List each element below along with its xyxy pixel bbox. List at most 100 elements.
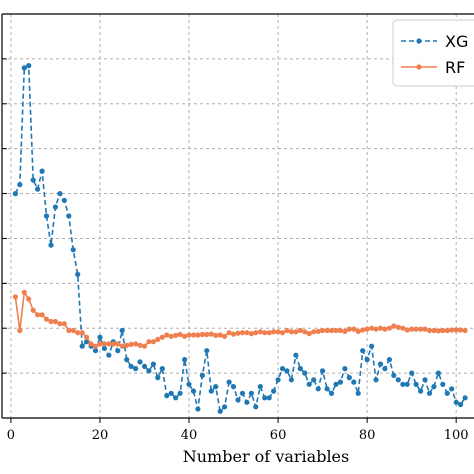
data-point (84, 334, 90, 340)
data-point (168, 390, 174, 396)
data-point (39, 312, 45, 318)
x-tick-label: 40 (181, 428, 198, 443)
data-point (79, 330, 85, 336)
data-point (293, 352, 299, 358)
data-point (435, 328, 441, 334)
data-point (279, 366, 286, 372)
data-point (168, 333, 174, 339)
data-point (190, 388, 197, 394)
data-point (101, 345, 107, 351)
data-point (275, 377, 281, 383)
data-point (115, 348, 121, 354)
data-point (12, 191, 18, 197)
data-point (426, 327, 433, 334)
data-point (186, 381, 192, 387)
data-point (351, 379, 357, 385)
data-point (351, 326, 357, 332)
data-point (288, 329, 294, 335)
data-point (230, 384, 237, 390)
data-point (21, 289, 27, 295)
data-point (369, 343, 375, 349)
data-point (35, 186, 41, 192)
data-point (373, 377, 379, 383)
data-point (92, 343, 99, 349)
data-point (311, 377, 317, 383)
data-point (422, 377, 428, 383)
data-point (400, 325, 406, 331)
data-point (213, 384, 219, 390)
data-point (444, 327, 450, 334)
data-point (284, 368, 290, 374)
data-point (262, 330, 268, 336)
data-point (306, 331, 312, 337)
data-point (257, 329, 263, 335)
data-point (333, 327, 339, 334)
data-point (155, 375, 161, 381)
data-point (440, 327, 446, 334)
data-point (293, 329, 299, 335)
data-point (391, 323, 397, 329)
data-point (177, 331, 183, 338)
data-point (226, 330, 232, 336)
data-point (128, 363, 134, 369)
data-point (204, 348, 210, 354)
data-point (306, 381, 312, 387)
data-point (271, 329, 277, 335)
data-point (422, 326, 428, 332)
legend-box (392, 19, 474, 87)
data-point (199, 331, 205, 338)
data-point (115, 341, 121, 347)
data-point (382, 326, 388, 332)
data-point (239, 390, 246, 396)
data-point (239, 330, 246, 336)
data-point (88, 341, 94, 347)
data-point (360, 348, 366, 354)
data-point (150, 361, 156, 367)
data-point (208, 388, 214, 394)
data-point (342, 366, 348, 372)
data-point (355, 390, 361, 396)
axes (1, 13, 474, 419)
data-point (146, 339, 152, 345)
data-point (320, 368, 326, 374)
data-point (458, 401, 464, 408)
data-point (106, 341, 112, 347)
data-point (137, 342, 143, 348)
data-point (253, 330, 259, 336)
data-point (75, 271, 81, 277)
data-point (48, 318, 54, 325)
data-point (262, 395, 268, 401)
data-point (413, 381, 419, 387)
data-point (43, 213, 50, 219)
data-point (355, 328, 361, 334)
data-point (404, 327, 410, 333)
data-point (26, 296, 32, 302)
data-point (75, 330, 81, 336)
data-point (199, 372, 205, 378)
data-point (444, 390, 450, 396)
data-point (133, 341, 139, 347)
data-point (186, 332, 192, 338)
data-point (409, 326, 415, 332)
data-point (35, 312, 41, 318)
data-point (124, 357, 130, 363)
data-point (70, 327, 76, 334)
data-point (324, 327, 330, 334)
data-point (106, 352, 112, 358)
legend-label-xg: XG (445, 32, 468, 51)
data-point (248, 390, 254, 396)
series-layer (12, 63, 468, 414)
data-point (190, 332, 197, 338)
legend: XG RF (392, 19, 474, 87)
data-point (435, 370, 441, 376)
x-tick-label: 80 (359, 428, 376, 443)
data-point (462, 327, 468, 334)
data-point (235, 397, 241, 403)
data-point (101, 341, 107, 347)
data-point (52, 318, 59, 325)
data-point (449, 327, 455, 333)
data-point (395, 377, 401, 383)
data-point (146, 368, 152, 374)
data-point (119, 327, 125, 334)
data-point (275, 329, 281, 335)
